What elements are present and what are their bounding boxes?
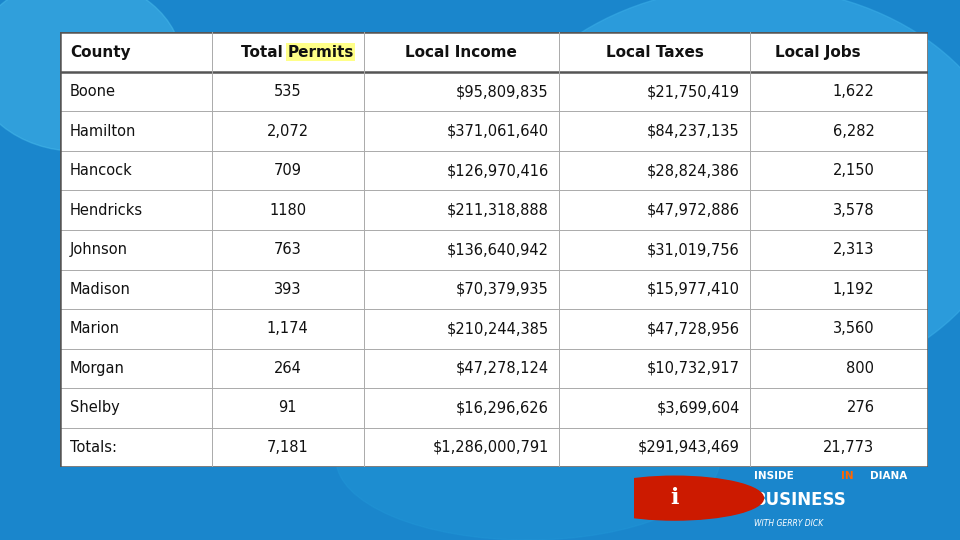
Text: 763: 763 — [274, 242, 301, 257]
Text: i: i — [671, 487, 679, 509]
Text: $31,019,756: $31,019,756 — [647, 242, 740, 257]
Text: BUSINESS: BUSINESS — [754, 491, 847, 509]
Text: Johnson: Johnson — [70, 242, 128, 257]
Text: 7,181: 7,181 — [267, 440, 308, 455]
Text: $84,237,135: $84,237,135 — [647, 124, 740, 139]
Text: Morgan: Morgan — [70, 361, 125, 376]
Text: 3,560: 3,560 — [833, 321, 875, 336]
Text: Local Taxes: Local Taxes — [606, 45, 704, 59]
Text: IN: IN — [841, 471, 853, 481]
Text: $15,977,410: $15,977,410 — [647, 282, 740, 297]
Text: 1,622: 1,622 — [832, 84, 875, 99]
Text: $371,061,640: $371,061,640 — [446, 124, 549, 139]
Text: Local Jobs: Local Jobs — [775, 45, 860, 59]
Text: $126,970,416: $126,970,416 — [446, 163, 549, 178]
Text: DIANA: DIANA — [870, 471, 907, 481]
Text: $70,379,935: $70,379,935 — [456, 282, 549, 297]
Text: 535: 535 — [274, 84, 301, 99]
Text: $28,824,386: $28,824,386 — [647, 163, 740, 178]
Text: Marion: Marion — [70, 321, 120, 336]
Text: Madison: Madison — [70, 282, 131, 297]
Text: Permits: Permits — [288, 45, 354, 59]
Text: Total: Total — [241, 45, 288, 59]
Text: 91: 91 — [278, 400, 297, 415]
Text: Hendricks: Hendricks — [70, 202, 143, 218]
Ellipse shape — [0, 0, 182, 151]
Ellipse shape — [336, 378, 720, 540]
Text: WITH GERRY DICK: WITH GERRY DICK — [754, 519, 824, 528]
Text: Hamilton: Hamilton — [70, 124, 136, 139]
Text: $47,972,886: $47,972,886 — [647, 202, 740, 218]
Text: County: County — [70, 45, 131, 59]
Text: $21,750,419: $21,750,419 — [647, 84, 740, 99]
Text: 1,192: 1,192 — [832, 282, 875, 297]
Text: 2,072: 2,072 — [267, 124, 309, 139]
Text: $10,732,917: $10,732,917 — [647, 361, 740, 376]
Text: $210,244,385: $210,244,385 — [446, 321, 549, 336]
Text: 2,150: 2,150 — [832, 163, 875, 178]
Text: 1180: 1180 — [269, 202, 306, 218]
Text: 6,282: 6,282 — [832, 124, 875, 139]
Circle shape — [586, 476, 763, 520]
Ellipse shape — [485, 0, 960, 392]
Text: Totals:: Totals: — [70, 440, 117, 455]
Text: $47,728,956: $47,728,956 — [647, 321, 740, 336]
Text: 264: 264 — [274, 361, 301, 376]
Text: Local Income: Local Income — [405, 45, 517, 59]
Text: 21,773: 21,773 — [824, 440, 875, 455]
Text: 3,578: 3,578 — [833, 202, 875, 218]
Text: 709: 709 — [274, 163, 301, 178]
Text: 276: 276 — [847, 400, 875, 415]
Text: Hancock: Hancock — [70, 163, 132, 178]
Text: $95,809,835: $95,809,835 — [456, 84, 549, 99]
Text: $1,286,000,791: $1,286,000,791 — [432, 440, 549, 455]
Text: $211,318,888: $211,318,888 — [446, 202, 549, 218]
Text: Boone: Boone — [70, 84, 116, 99]
Text: Shelby: Shelby — [70, 400, 120, 415]
Text: $47,278,124: $47,278,124 — [456, 361, 549, 376]
Text: $136,640,942: $136,640,942 — [446, 242, 549, 257]
Text: $291,943,469: $291,943,469 — [637, 440, 740, 455]
Text: 393: 393 — [274, 282, 301, 297]
Text: 800: 800 — [847, 361, 875, 376]
Text: $3,699,604: $3,699,604 — [657, 400, 740, 415]
Text: $16,296,626: $16,296,626 — [456, 400, 549, 415]
Text: 1,174: 1,174 — [267, 321, 308, 336]
Text: INSIDE: INSIDE — [754, 471, 798, 481]
Text: 2,313: 2,313 — [833, 242, 875, 257]
